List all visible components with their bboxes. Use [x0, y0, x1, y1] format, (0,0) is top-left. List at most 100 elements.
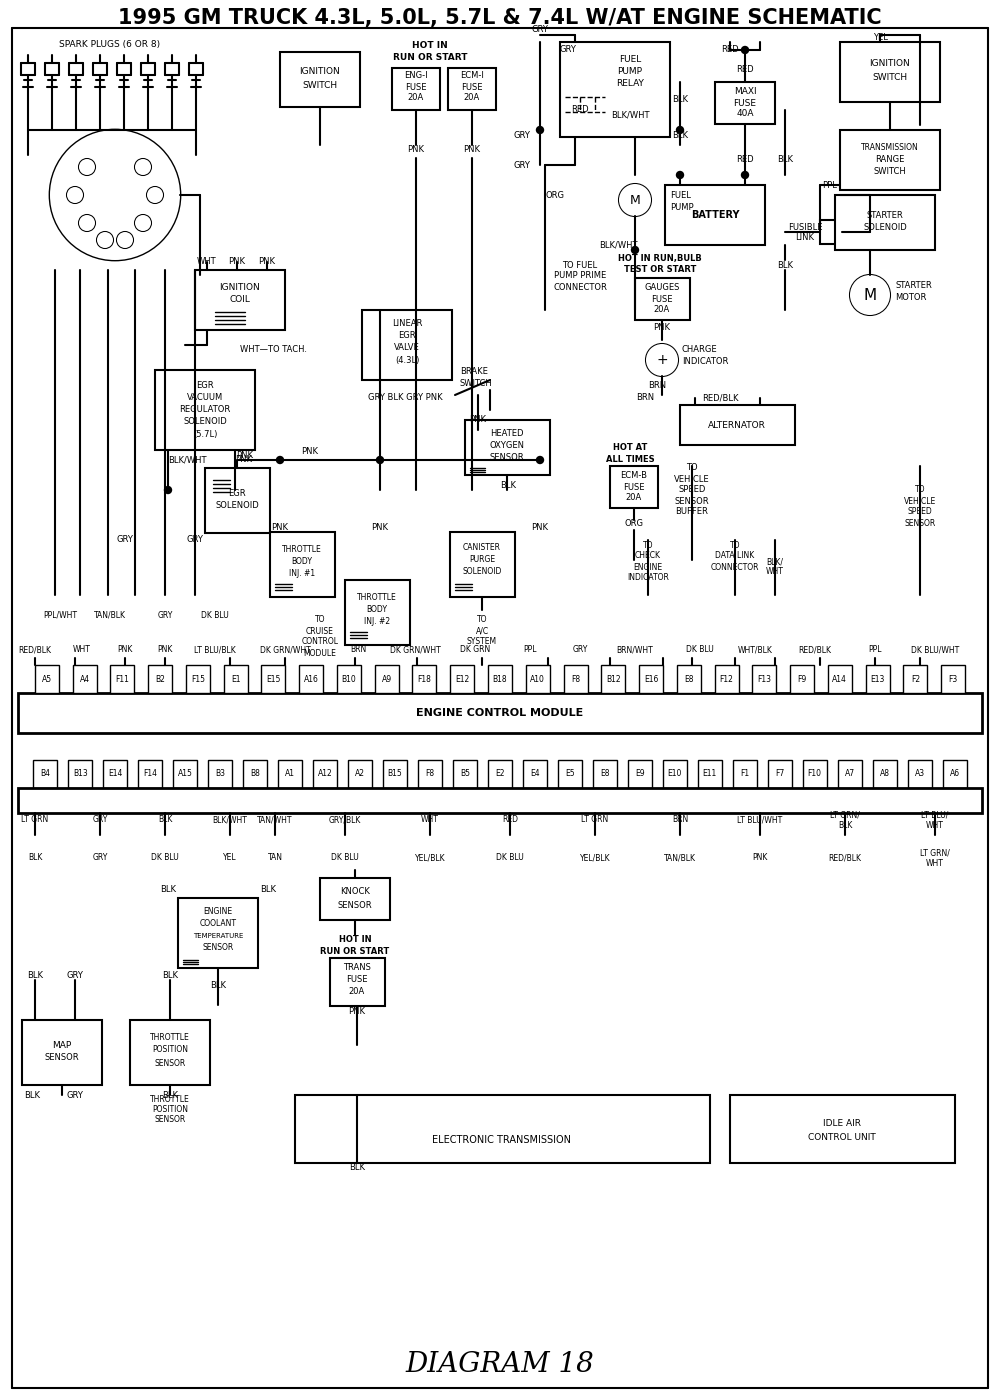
Bar	[601, 665, 625, 693]
Circle shape	[742, 172, 748, 178]
Text: A12: A12	[318, 770, 333, 778]
Text: E8: E8	[600, 770, 610, 778]
Bar	[173, 760, 197, 788]
Text: CONNECTOR: CONNECTOR	[553, 283, 607, 291]
Text: PNK: PNK	[117, 645, 133, 655]
Bar	[903, 665, 927, 693]
Text: B5: B5	[460, 770, 470, 778]
Text: RUN OR START: RUN OR START	[320, 946, 390, 955]
Bar	[68, 760, 92, 788]
Text: GRY: GRY	[514, 161, 530, 169]
Text: A/C: A/C	[475, 627, 489, 636]
Bar	[35, 665, 59, 693]
Bar	[560, 42, 670, 137]
Text: GRY: GRY	[157, 610, 173, 619]
Text: SOLENOID: SOLENOID	[215, 501, 259, 511]
Text: BLK: BLK	[162, 1091, 178, 1099]
Text: DK GRN/WHT: DK GRN/WHT	[260, 645, 310, 655]
Text: COOLANT: COOLANT	[200, 920, 237, 928]
Bar	[330, 958, 385, 1007]
Text: FUSE: FUSE	[623, 483, 645, 491]
Bar	[665, 185, 765, 245]
Text: E12: E12	[455, 675, 469, 683]
Bar	[820, 220, 842, 244]
Text: B18: B18	[493, 675, 507, 683]
Text: PPL: PPL	[823, 181, 837, 189]
Text: HOT AT: HOT AT	[613, 444, 647, 452]
Text: POSITION: POSITION	[152, 1106, 188, 1114]
Text: THROTTLE: THROTTLE	[357, 594, 397, 602]
Text: GRY: GRY	[572, 645, 588, 655]
Text: PNK: PNK	[272, 524, 288, 532]
Bar	[465, 420, 550, 475]
Text: LT BLU/WHT: LT BLU/WHT	[737, 815, 783, 825]
Text: F8: F8	[571, 675, 580, 683]
Text: F15: F15	[191, 675, 205, 683]
Bar	[908, 760, 932, 788]
Text: 20A: 20A	[626, 494, 642, 503]
Text: WHT—TO TACH.: WHT—TO TACH.	[240, 346, 307, 354]
Text: OXYGEN: OXYGEN	[490, 441, 524, 451]
Text: RED/BLK: RED/BLK	[702, 393, 738, 403]
Bar	[873, 760, 897, 788]
Text: F1: F1	[740, 770, 749, 778]
Text: PNK: PNK	[302, 448, 318, 456]
Text: A5: A5	[42, 675, 52, 683]
Text: COIL: COIL	[230, 295, 250, 305]
Text: 20A: 20A	[408, 94, 424, 102]
Bar	[677, 665, 701, 693]
Text: B3: B3	[215, 770, 225, 778]
Text: RED: RED	[721, 45, 739, 55]
Text: FUEL: FUEL	[619, 56, 641, 64]
Text: SENSOR: SENSOR	[904, 518, 936, 528]
Bar	[840, 42, 940, 102]
Text: GRY: GRY	[514, 130, 530, 140]
Bar	[337, 665, 361, 693]
Text: BLK/WHT: BLK/WHT	[168, 455, 207, 465]
Bar	[103, 760, 127, 788]
Text: STARTER: STARTER	[895, 280, 932, 290]
Text: GRY: GRY	[560, 45, 577, 55]
Text: THROTTLE: THROTTLE	[282, 546, 322, 554]
Bar	[345, 580, 410, 645]
Text: SWITCH: SWITCH	[460, 378, 493, 388]
Text: E8: E8	[684, 675, 694, 683]
Text: CONTROL UNIT: CONTROL UNIT	[808, 1133, 876, 1141]
Bar	[610, 466, 658, 508]
Text: YEL: YEL	[223, 854, 237, 862]
Text: TO: TO	[686, 463, 698, 473]
Circle shape	[67, 188, 83, 203]
Circle shape	[536, 126, 544, 133]
Text: ELECTRONIC TRANSMISSION: ELECTRONIC TRANSMISSION	[432, 1135, 572, 1145]
Text: F13: F13	[757, 675, 771, 683]
Text: BLK: BLK	[349, 1163, 365, 1173]
Text: CHECK: CHECK	[635, 552, 661, 560]
Text: BODY: BODY	[366, 605, 388, 615]
Text: PPL: PPL	[523, 645, 537, 655]
Text: INJ. #1: INJ. #1	[289, 570, 315, 578]
Text: BLK: BLK	[27, 972, 43, 980]
Text: BLK/WHT: BLK/WHT	[599, 241, 637, 249]
Bar	[752, 665, 776, 693]
Text: RED/BLK: RED/BLK	[798, 645, 832, 655]
Circle shape	[135, 160, 151, 175]
Text: ALL TIMES: ALL TIMES	[606, 455, 654, 463]
Text: TEMPERATURE: TEMPERATURE	[193, 932, 243, 939]
Text: HOT IN: HOT IN	[339, 935, 371, 945]
Text: M: M	[863, 287, 877, 302]
Text: ECM-I: ECM-I	[460, 71, 484, 80]
Text: BRN: BRN	[350, 645, 366, 655]
Bar	[278, 760, 302, 788]
Text: TRANSMISSION: TRANSMISSION	[861, 144, 919, 153]
Text: PNK: PNK	[752, 854, 768, 862]
Bar	[178, 897, 258, 967]
Text: POSITION: POSITION	[152, 1046, 188, 1054]
Text: A3: A3	[914, 770, 925, 778]
Circle shape	[536, 456, 544, 463]
Bar	[866, 665, 890, 693]
Circle shape	[50, 130, 180, 260]
Text: DK BLU/WHT: DK BLU/WHT	[911, 645, 959, 655]
Bar	[375, 665, 399, 693]
Text: A9: A9	[382, 675, 392, 683]
Text: DK GRN/WHT: DK GRN/WHT	[390, 645, 440, 655]
